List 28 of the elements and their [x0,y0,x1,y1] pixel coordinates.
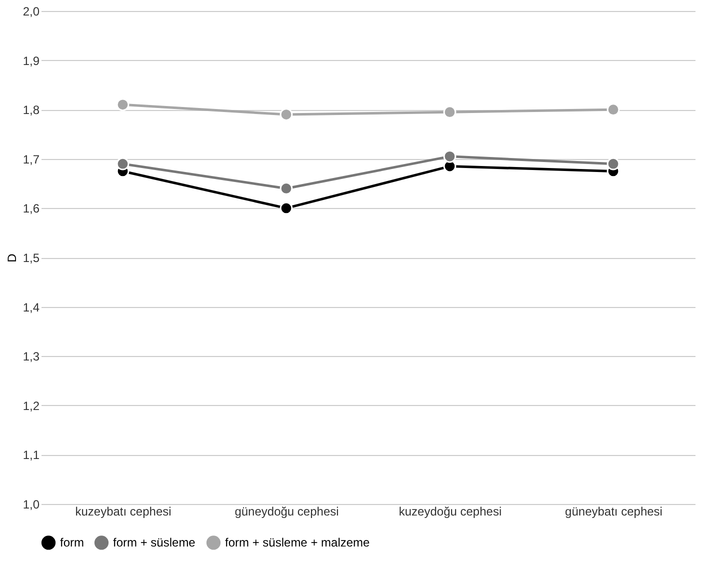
y-tick-label: 1,4 [22,300,40,314]
y-tick-label: 1,8 [22,103,40,118]
point [116,98,130,112]
point [443,150,456,163]
point [280,108,293,121]
point [443,106,456,119]
y-tick-label: 1,2 [22,398,40,413]
x-tick-label: güneybatı cephesi [565,504,662,518]
legend-label: form + süsleme [113,536,196,550]
x-tick-label: güneydoğu cephesi [234,504,339,518]
legend-label: form + süsleme + malzeme [225,536,370,550]
y-tick-label: 2,0 [22,4,40,18]
y-axis-title: D [4,253,19,262]
point [606,103,620,116]
y-tick-label: 1,3 [22,350,40,364]
x-tick-label: kuzeydoğu cephesi [398,504,502,518]
y-tick-label: 1,1 [22,448,40,462]
point [280,182,293,195]
y-tick-label: 1,7 [22,152,40,166]
point [116,157,130,170]
y-tick-label: 1,0 [22,498,40,512]
y-tick-label: 1,5 [22,251,40,265]
point [606,157,620,170]
legend-label: form [60,536,84,550]
x-tick-label: kuzeybatı cephesi [75,504,172,518]
y-tick-label: 1,6 [22,202,40,216]
point [280,202,293,215]
y-tick-label: 1,9 [22,54,40,68]
